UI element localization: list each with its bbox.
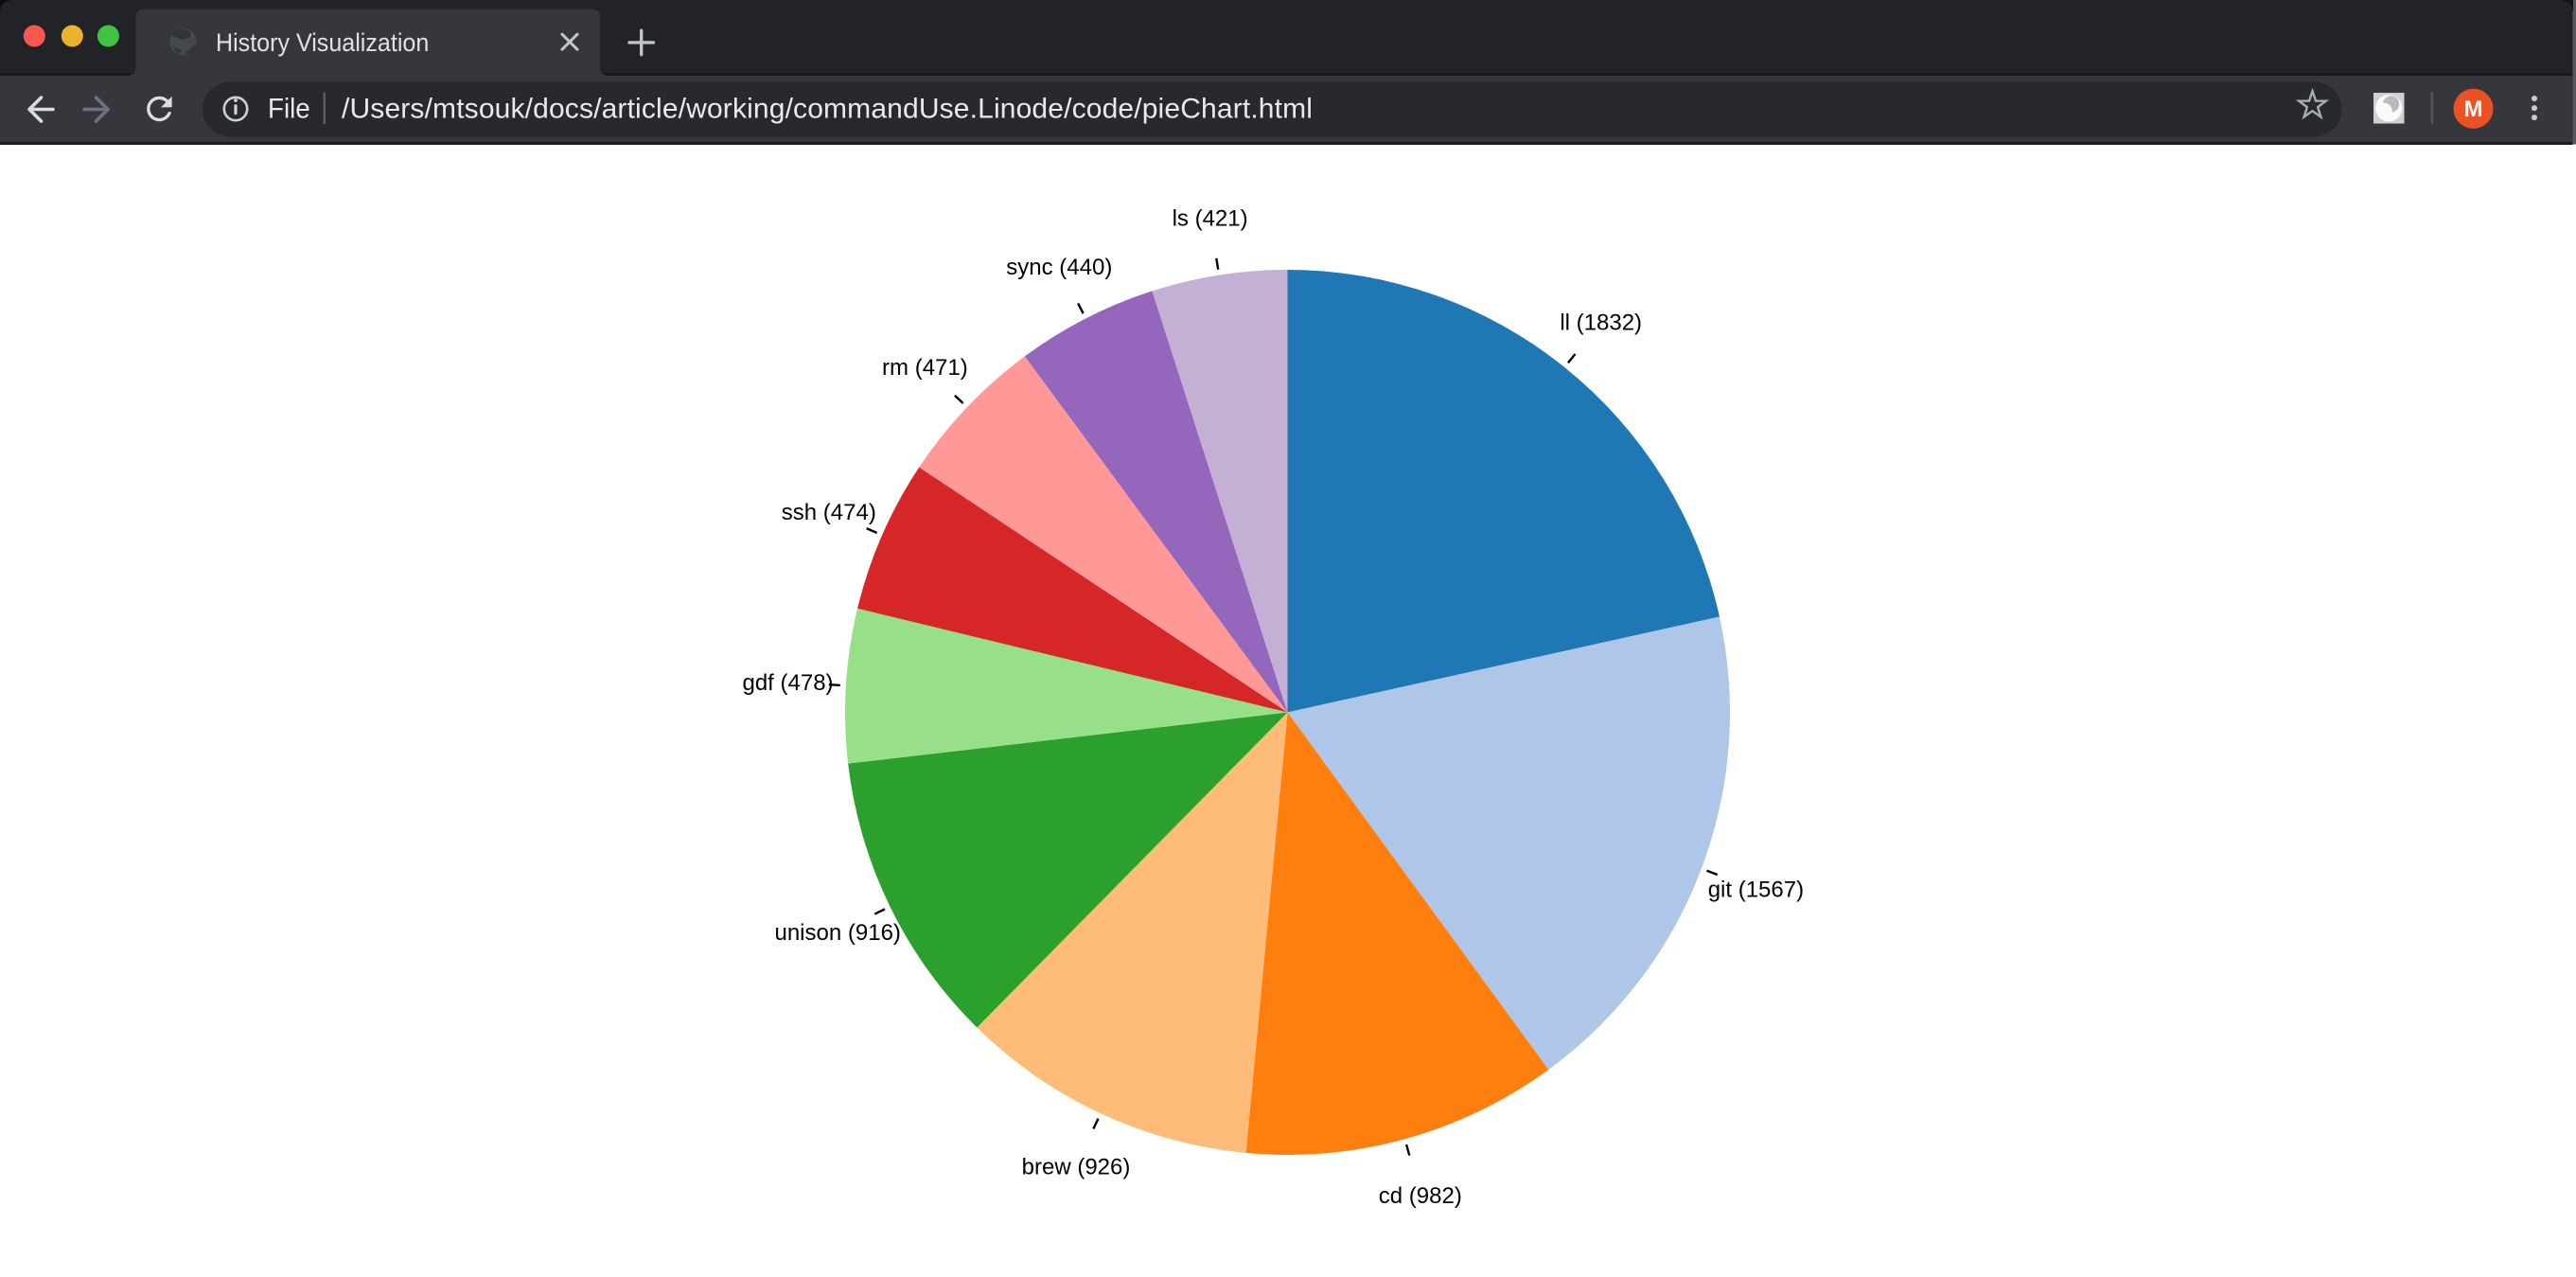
svg-text:sync (440): sync (440) bbox=[1006, 255, 1112, 280]
svg-text:brew (926): brew (926) bbox=[1022, 1154, 1131, 1179]
svg-text:M: M bbox=[2464, 97, 2483, 122]
svg-text:File: File bbox=[268, 94, 310, 125]
svg-text:ls (421): ls (421) bbox=[1173, 205, 1248, 231]
svg-text:rm (471): rm (471) bbox=[882, 355, 968, 381]
svg-text:/Users/mtsouk/docs/article/wor: /Users/mtsouk/docs/article/working/comma… bbox=[342, 94, 1313, 125]
svg-text:ssh (474): ssh (474) bbox=[782, 500, 876, 525]
svg-text:unison (916): unison (916) bbox=[774, 920, 900, 946]
svg-text:cd (982): cd (982) bbox=[1379, 1183, 1462, 1209]
svg-text:git (1567): git (1567) bbox=[1708, 878, 1804, 903]
svg-text:ll (1832): ll (1832) bbox=[1560, 310, 1642, 335]
svg-text:History Visualization: History Visualization bbox=[216, 27, 429, 57]
svg-text:gdf (478): gdf (478) bbox=[742, 670, 833, 696]
